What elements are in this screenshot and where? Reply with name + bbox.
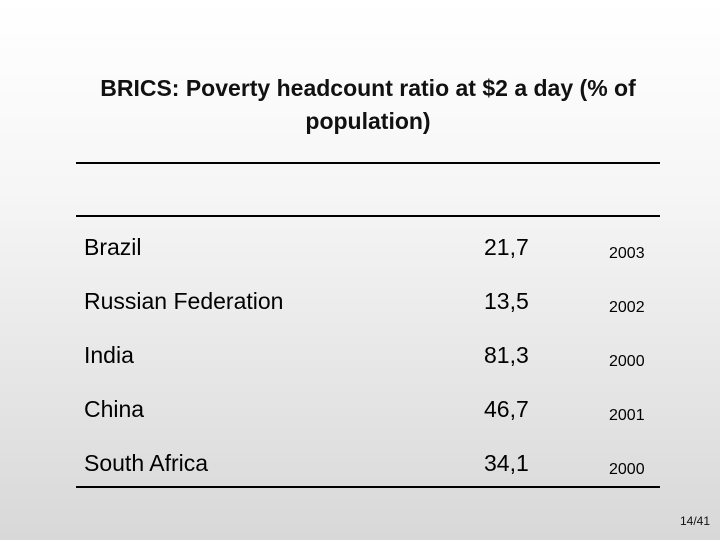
poverty-ratio-value: 81,3: [484, 342, 529, 368]
slide-title: BRICS: Poverty headcount ratio at $2 a d…: [100, 75, 636, 134]
country-label: China: [84, 396, 145, 422]
table-row: Russian Federation 13,5 2002: [76, 274, 660, 328]
poverty-ratio-value: 46,7: [484, 396, 529, 422]
data-year: 2000: [609, 353, 645, 370]
table-row: India 81,3 2000: [76, 328, 660, 382]
poverty-ratio-value: 21,7: [484, 234, 529, 260]
country-label: India: [84, 342, 134, 368]
data-year: 2001: [609, 407, 645, 424]
page-number: 14/41: [679, 514, 710, 528]
country-label: South Africa: [84, 450, 209, 476]
table-bottom-divider: [76, 486, 660, 488]
table-row: South Africa 34,1 2000: [76, 436, 660, 490]
table-row: Brazil 21,7 2003: [76, 220, 660, 274]
table-top-divider: [76, 215, 660, 217]
poverty-ratio-value: 34,1: [484, 450, 529, 476]
poverty-table: Brazil 21,7 2003 Russian Federation 13,5…: [76, 220, 660, 490]
country-label: Brazil: [84, 234, 142, 260]
data-year: 2003: [609, 245, 645, 262]
data-year: 2000: [609, 461, 645, 478]
poverty-ratio-value: 13,5: [484, 288, 529, 314]
table-row: China 46,7 2001: [76, 382, 660, 436]
country-label: Russian Federation: [84, 288, 284, 314]
data-year: 2002: [609, 299, 645, 316]
title-divider: [76, 162, 660, 164]
